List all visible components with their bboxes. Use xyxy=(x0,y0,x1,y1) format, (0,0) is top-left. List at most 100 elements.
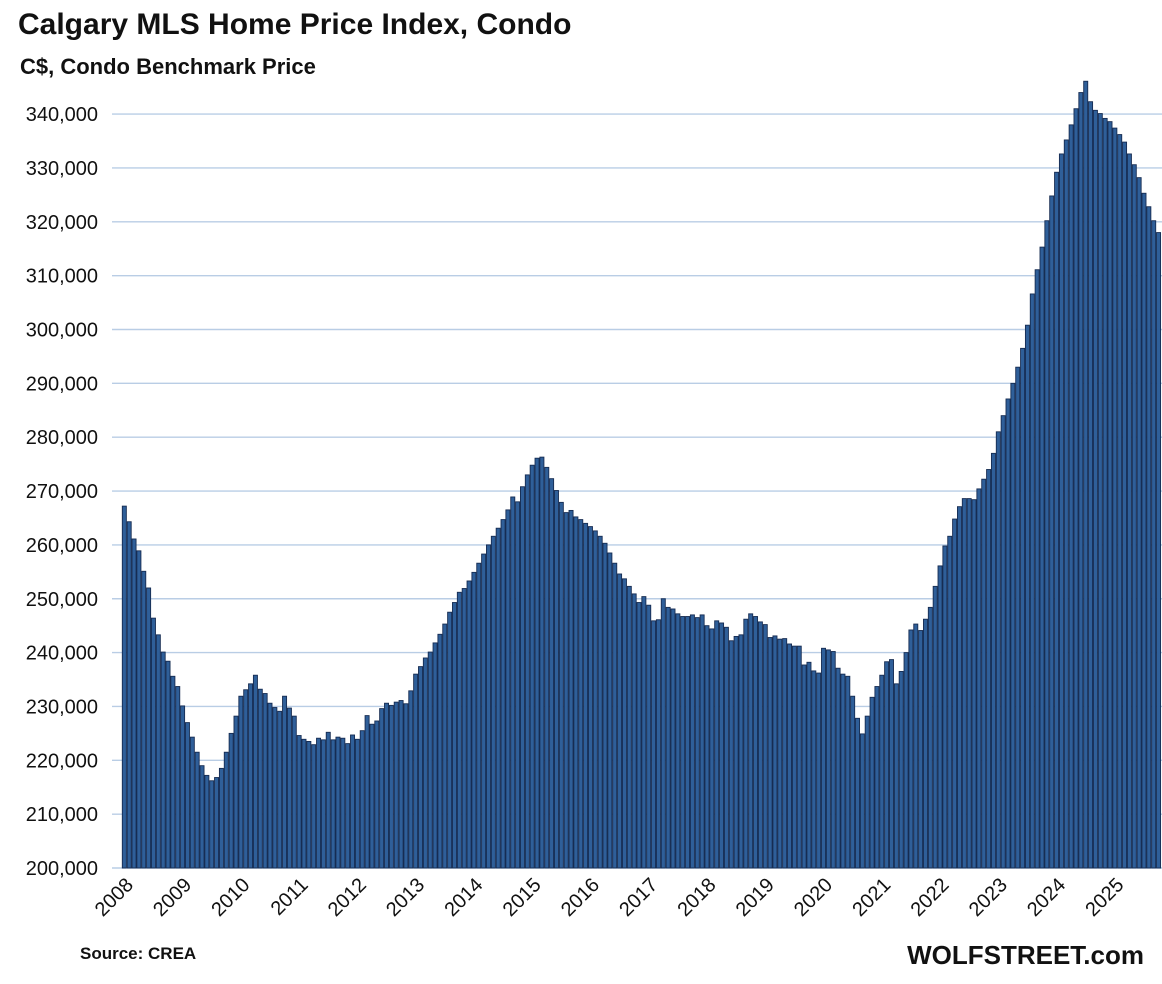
price-bar xyxy=(801,664,807,869)
price-bar xyxy=(1102,117,1108,869)
y-tick-label: 230,000 xyxy=(26,696,98,718)
x-tick-label: 2022 xyxy=(907,874,954,921)
price-bar xyxy=(719,622,725,869)
price-bar xyxy=(524,474,530,869)
price-bar xyxy=(461,588,467,869)
x-tick-label: 2014 xyxy=(440,874,487,921)
price-bar xyxy=(437,633,443,869)
price-bar xyxy=(1126,153,1132,869)
price-bar xyxy=(248,683,254,869)
x-tick-label: 2018 xyxy=(673,874,720,921)
x-tick-label: 2012 xyxy=(324,874,371,921)
price-bar xyxy=(869,696,875,869)
price-bar xyxy=(388,704,394,869)
price-bar xyxy=(835,667,841,869)
x-tick-label: 2015 xyxy=(499,874,546,921)
price-bar xyxy=(777,638,783,869)
price-bar xyxy=(175,686,181,869)
price-bar xyxy=(952,518,958,869)
price-bar xyxy=(243,689,249,869)
price-bar xyxy=(500,519,506,869)
price-bar xyxy=(787,643,793,869)
price-bar xyxy=(587,526,593,869)
price-bar xyxy=(709,628,715,869)
y-tick-label: 250,000 xyxy=(26,589,98,611)
x-tick-label: 2013 xyxy=(382,874,429,921)
price-bar xyxy=(330,739,336,869)
price-bar xyxy=(583,522,589,869)
price-bar xyxy=(796,645,802,869)
bar-series xyxy=(121,80,1162,869)
price-bar xyxy=(476,562,482,869)
price-bar xyxy=(874,686,880,869)
price-bar xyxy=(675,613,681,869)
price-bar xyxy=(359,730,365,869)
price-bar xyxy=(393,701,399,869)
x-axis-labels: 2008 2009 2010 2011 2012 2013 2014 2015 2016 2017… xyxy=(91,874,1129,921)
x-tick-label: 2011 xyxy=(267,874,313,920)
price-bar xyxy=(345,743,351,869)
price-bar xyxy=(286,707,292,869)
price-bar xyxy=(966,498,972,869)
price-bar xyxy=(1151,220,1157,869)
price-bar xyxy=(816,672,822,869)
price-bar xyxy=(214,777,220,869)
price-bar xyxy=(194,751,200,869)
price-bar xyxy=(1024,324,1030,869)
price-bar xyxy=(573,516,579,869)
price-bar xyxy=(150,617,156,869)
price-bar xyxy=(121,505,127,869)
price-bar xyxy=(767,637,773,869)
price-bar xyxy=(714,620,720,869)
price-bar xyxy=(1039,246,1045,869)
price-bar xyxy=(806,661,812,869)
price-bar xyxy=(534,457,540,869)
price-bar xyxy=(782,638,788,869)
price-bar xyxy=(1068,124,1074,869)
price-bar xyxy=(301,738,307,869)
price-bar xyxy=(612,562,618,869)
x-tick-label: 2010 xyxy=(207,874,254,921)
price-bar xyxy=(481,553,487,869)
price-bar xyxy=(495,527,501,869)
y-tick-label: 300,000 xyxy=(26,320,98,342)
price-bar xyxy=(1083,80,1089,869)
y-tick-label: 330,000 xyxy=(26,158,98,180)
y-tick-label: 220,000 xyxy=(26,750,98,772)
price-bar xyxy=(670,608,676,869)
price-bar xyxy=(306,741,312,869)
price-bar xyxy=(126,521,132,869)
price-bar xyxy=(131,538,137,869)
price-bar xyxy=(723,626,729,869)
price-bar xyxy=(738,634,744,869)
price-bar xyxy=(811,670,817,869)
page-title: Calgary MLS Home Price Index, Condo xyxy=(18,8,572,41)
x-tick-label: 2019 xyxy=(732,874,779,921)
price-bar xyxy=(1044,220,1050,869)
x-tick-label: 2008 xyxy=(91,874,138,921)
price-bar xyxy=(505,509,511,869)
price-bar xyxy=(840,673,846,869)
price-bar xyxy=(1146,206,1152,869)
chart-subtitle: C$, Condo Benchmark Price xyxy=(20,54,316,79)
price-bar xyxy=(597,535,603,869)
price-bar xyxy=(957,506,962,869)
price-bar xyxy=(218,767,224,869)
price-bar xyxy=(267,702,273,869)
price-bar xyxy=(728,640,734,869)
price-bar xyxy=(296,735,302,869)
price-bar xyxy=(553,490,559,869)
price-bar xyxy=(452,602,457,869)
price-bar xyxy=(1088,101,1094,869)
price-bar xyxy=(626,585,632,869)
price-bar xyxy=(743,618,749,869)
price-bar xyxy=(1131,164,1137,869)
x-tick-label: 2017 xyxy=(615,874,662,921)
price-bar xyxy=(170,675,176,869)
price-bar xyxy=(1156,232,1162,869)
price-bar xyxy=(136,550,142,869)
price-bar xyxy=(757,621,763,869)
price-bar xyxy=(680,616,686,869)
price-bar xyxy=(398,700,404,869)
price-bar xyxy=(1029,293,1035,869)
